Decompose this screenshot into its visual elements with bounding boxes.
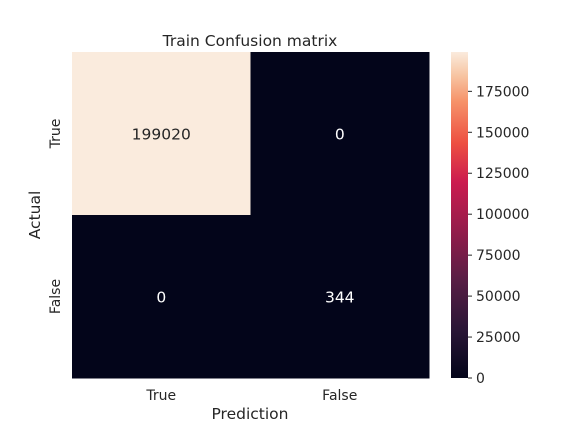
x-tick-labels: True False xyxy=(145,388,357,404)
y-tick-label-1: False xyxy=(48,279,64,314)
y-axis-label: Actual xyxy=(26,191,44,240)
colorbar-tick-label-7: 175000 xyxy=(476,84,529,100)
colorbar-tick-label-2: 50000 xyxy=(476,289,521,305)
colorbar-tick-label-1: 25000 xyxy=(476,330,521,346)
colorbar-tick-label-6: 150000 xyxy=(476,125,529,141)
colorbar-ticks: 0 25000 50000 75000 100000 125000 150000 175000 xyxy=(468,84,529,387)
x-tick-label-1: False xyxy=(322,388,357,404)
heatmap-cells: 199020 0 0 344 xyxy=(72,52,430,379)
colorbar xyxy=(451,52,468,378)
colorbar-tick-label-0: 0 xyxy=(476,371,485,387)
chart-title: Train Confusion matrix xyxy=(162,32,338,50)
cell-annotation-0-0: 199020 xyxy=(132,126,191,144)
y-tick-label-0: True xyxy=(48,119,64,150)
cell-annotation-1-1: 344 xyxy=(325,289,355,307)
y-tick-labels: True False xyxy=(48,119,64,314)
colorbar-tick-label-5: 125000 xyxy=(476,166,529,182)
colorbar-tick-label-4: 100000 xyxy=(476,207,529,223)
x-tick-label-0: True xyxy=(145,388,176,404)
cell-annotation-0-1: 0 xyxy=(335,126,345,144)
x-axis-label: Prediction xyxy=(211,405,288,423)
colorbar-tick-label-3: 75000 xyxy=(476,248,521,264)
cell-annotation-1-0: 0 xyxy=(156,289,166,307)
